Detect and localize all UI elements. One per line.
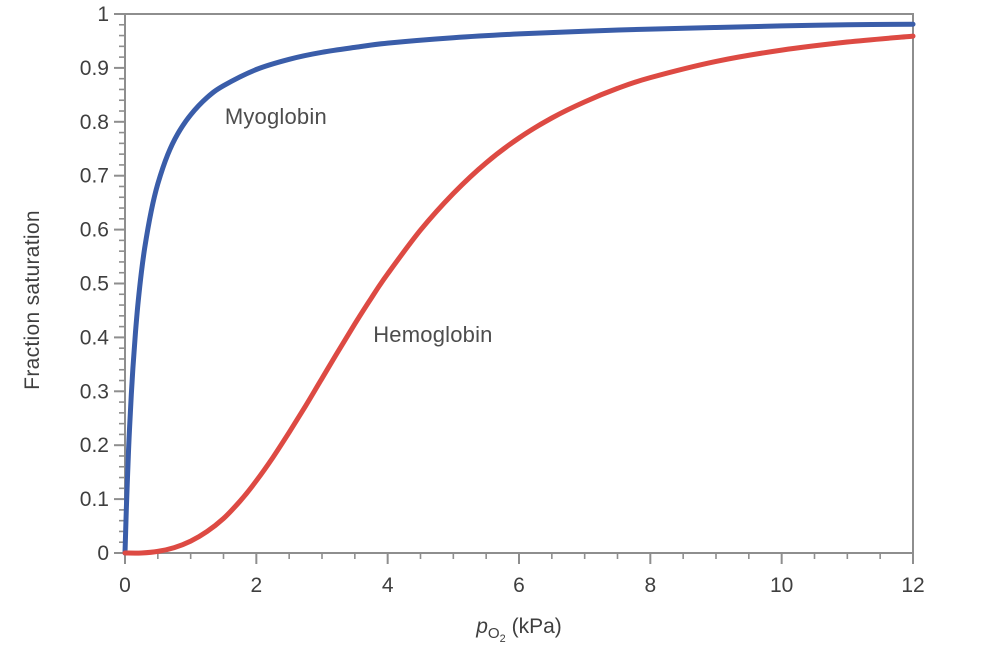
myoglobin-curve [122,21,916,556]
y-tick-label: 0.6 [80,219,109,242]
y-tick-label: 1 [97,3,109,26]
x-minor-ticks [157,553,881,559]
y-axis-title: Fraction saturation [21,210,44,390]
y-minor-ticks [119,23,125,544]
x-tick-label: 8 [644,574,656,597]
y-major-ticks [114,13,125,554]
x-tick-labels: 0 2 4 6 8 10 12 [119,574,925,597]
x-major-ticks [124,553,914,564]
x-tick-label: 0 [119,574,131,597]
x-axis-units: (kPa) [511,614,562,638]
y-tick-label: 0.9 [80,57,109,80]
o2-subscript: O [487,625,500,643]
y-tick-label: 0.1 [80,488,109,511]
o2-subsubscript: 2 [499,633,506,646]
y-tick-label: 0.5 [80,273,109,296]
y-tick-label: 0.7 [80,165,109,188]
y-tick-label: 0.3 [80,380,109,403]
y-tick-label: 0.8 [80,111,109,134]
y-tick-labels: 0 0.1 0.2 0.3 0.4 0.5 0.6 0.7 0.8 0.9 1 [80,3,110,565]
hemoglobin-curve-label: Hemoglobin [373,321,493,347]
y-tick-label: 0.4 [80,326,110,349]
x-tick-label: 10 [770,574,793,597]
y-tick-label: 0 [97,542,109,565]
y-tick-label: 0.2 [80,434,109,457]
x-tick-label: 4 [382,574,394,597]
x-tick-label: 2 [250,574,262,597]
plot-frame [124,13,914,554]
x-axis-title: pO2 (kPa) [476,614,562,645]
p-symbol: p [476,614,488,638]
myoglobin-curve-label: Myoglobin [224,104,327,129]
x-tick-label: 6 [513,574,525,597]
hemoglobin-curve [122,33,916,556]
x-tick-label: 12 [901,574,924,597]
